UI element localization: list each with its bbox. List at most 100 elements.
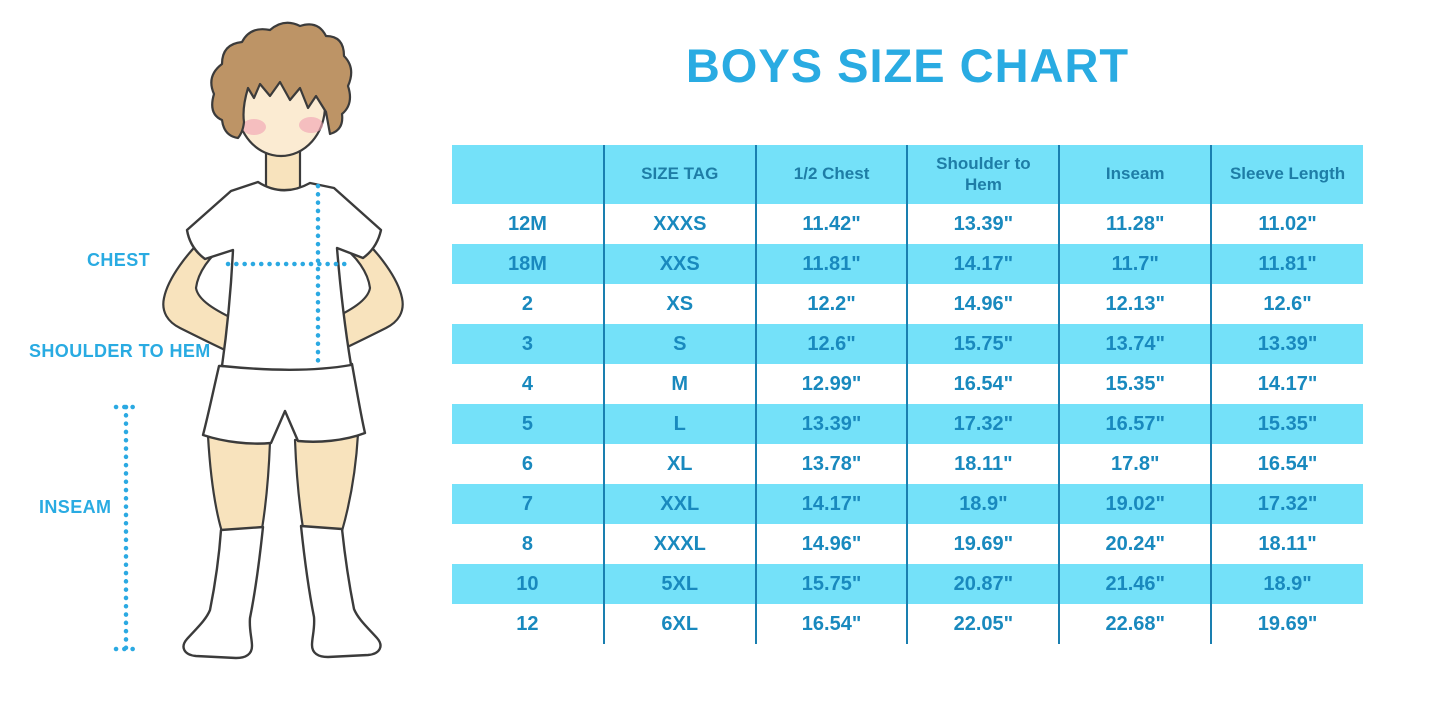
chest-label: CHEST bbox=[87, 250, 151, 270]
measurement-cell: 11.02" bbox=[1210, 204, 1363, 244]
col-header-inseam: Inseam bbox=[1058, 145, 1212, 204]
col-header-shoulder-to-hem: Shoulder to Hem bbox=[906, 145, 1060, 204]
boy-right-sock bbox=[299, 524, 382, 659]
blush-right bbox=[299, 117, 323, 133]
measurement-cell: XXS bbox=[602, 244, 756, 284]
measurement-cell: 12.6" bbox=[754, 324, 908, 364]
boy-illustration bbox=[113, 21, 404, 660]
size-cell: 12 bbox=[516, 612, 539, 635]
table-row: 8 XXXL 14.96" 19.69" 20.24" 18.11" bbox=[452, 524, 1363, 564]
measurement-cell: 17.32" bbox=[906, 404, 1060, 444]
table-row: 12 6XL 16.54" 22.05" 22.68" 19.69" bbox=[452, 604, 1363, 644]
table-row: 12M XXXS 11.42" 13.39" 11.28" 11.02" bbox=[452, 204, 1363, 244]
measurement-cell: 12.99" bbox=[754, 364, 908, 404]
measurement-cell: 6XL bbox=[602, 604, 756, 644]
table-row: 7 XXL 14.17" 18.9" 19.02" 17.32" bbox=[452, 484, 1363, 524]
col-header-sleeve-length: Sleeve Length bbox=[1210, 145, 1363, 204]
table-row: 18M XXS 11.81" 14.17" 11.7" 11.81" bbox=[452, 244, 1363, 284]
size-cell: 6 bbox=[521, 452, 533, 475]
measurement-cell: 14.17" bbox=[906, 244, 1060, 284]
table-row: 3 S 12.6" 15.75" 13.74" 13.39" bbox=[452, 324, 1363, 364]
measurement-cell: XXL bbox=[602, 484, 756, 524]
measurement-cell: 19.02" bbox=[1058, 484, 1212, 524]
measurement-cell: S bbox=[602, 324, 756, 364]
measurement-cell: 17.32" bbox=[1210, 484, 1363, 524]
measurement-cell: 13.39" bbox=[754, 404, 908, 444]
header-row: SIZE TAG 1/2 Chest Shoulder to Hem Insea… bbox=[452, 145, 1363, 204]
measurement-cell: 13.74" bbox=[1058, 324, 1212, 364]
measurement-cell: 13.78" bbox=[754, 444, 908, 484]
measurement-cell: 11.42" bbox=[754, 204, 908, 244]
measurement-cell: 15.75" bbox=[754, 564, 908, 604]
measurement-cell: 5XL bbox=[602, 564, 756, 604]
measurement-cell: 14.17" bbox=[1210, 364, 1363, 404]
boy-left-leg bbox=[206, 434, 272, 534]
measurement-cell: 12.13" bbox=[1058, 284, 1212, 324]
measurement-cell: 15.75" bbox=[906, 324, 1060, 364]
measurement-cell: 19.69" bbox=[906, 524, 1060, 564]
table-row: 2 XS 12.2" 14.96" 12.13" 12.6" bbox=[452, 284, 1363, 324]
measurement-cell: 12.6" bbox=[1210, 284, 1363, 324]
measurement-cell: 16.57" bbox=[1058, 404, 1212, 444]
measurement-cell: 15.35" bbox=[1058, 364, 1212, 404]
measurement-cell: 11.28" bbox=[1058, 204, 1212, 244]
size-cell: 8 bbox=[521, 532, 533, 555]
measurement-cell: 16.54" bbox=[906, 364, 1060, 404]
size-cell: 3 bbox=[521, 332, 533, 355]
measurement-cell: 11.7" bbox=[1058, 244, 1212, 284]
measurement-cell: 13.39" bbox=[906, 204, 1060, 244]
size-cell: 12M bbox=[507, 212, 547, 235]
measurement-cell: 11.81" bbox=[1210, 244, 1363, 284]
measurement-cell: 18.9" bbox=[1210, 564, 1363, 604]
shoulder-to-hem-label: SHOULDER TO HEM bbox=[29, 341, 211, 361]
measurement-cell: M bbox=[602, 364, 756, 404]
table-row: 5 L 13.39" 17.32" 16.57" 15.35" bbox=[452, 404, 1363, 444]
measurement-cell: XXXL bbox=[602, 524, 756, 564]
boy-left-sock bbox=[182, 525, 265, 660]
measurement-cell: 14.17" bbox=[754, 484, 908, 524]
measurement-cell: 16.54" bbox=[1210, 444, 1363, 484]
measurement-cell: 18.11" bbox=[906, 444, 1060, 484]
size-table: SIZE TAG 1/2 Chest Shoulder to Hem Insea… bbox=[452, 145, 1363, 644]
size-cell: 2 bbox=[521, 292, 533, 315]
table-row: 6 XL 13.78" 18.11" 17.8" 16.54" bbox=[452, 444, 1363, 484]
col-header-blank bbox=[452, 145, 604, 204]
boy-right-leg bbox=[293, 432, 360, 533]
measurement-figure: CHEST SHOULDER TO HEM INSEAM bbox=[0, 0, 452, 723]
size-table-body: 12M XXXS 11.42" 13.39" 11.28" 11.02" 18M XXS 11.… bbox=[452, 204, 1363, 644]
measurement-cell: 16.54" bbox=[754, 604, 908, 644]
measurement-cell: 11.81" bbox=[754, 244, 908, 284]
measurement-cell: 13.39" bbox=[1210, 324, 1363, 364]
measurement-cell: 14.96" bbox=[906, 284, 1060, 324]
measurement-cell: 21.46" bbox=[1058, 564, 1212, 604]
size-cell: 4 bbox=[521, 372, 533, 395]
measurement-cell: 15.35" bbox=[1210, 404, 1363, 444]
size-cell: 7 bbox=[521, 492, 533, 515]
col-header-half-chest: 1/2 Chest bbox=[754, 145, 908, 204]
measurement-cell: XL bbox=[602, 444, 756, 484]
boy-shirt bbox=[185, 180, 383, 371]
table-row: 4 M 12.99" 16.54" 15.35" 14.17" bbox=[452, 364, 1363, 404]
measurement-cell: 19.69" bbox=[1210, 604, 1363, 644]
table-row: 10 5XL 15.75" 20.87" 21.46" 18.9" bbox=[452, 564, 1363, 604]
boy-shorts bbox=[201, 362, 367, 445]
measurement-cell: 22.05" bbox=[906, 604, 1060, 644]
page-title: BOYS SIZE CHART bbox=[685, 39, 1130, 92]
size-cell: 10 bbox=[516, 572, 539, 595]
measurement-cell: XXXS bbox=[602, 204, 756, 244]
size-table-header: SIZE TAG 1/2 Chest Shoulder to Hem Insea… bbox=[452, 145, 1363, 204]
measurement-cell: 12.2" bbox=[754, 284, 908, 324]
measurement-cell: 18.9" bbox=[906, 484, 1060, 524]
size-cell: 18M bbox=[507, 252, 547, 275]
col-header-size-tag: SIZE TAG bbox=[602, 145, 756, 204]
size-table-container: SIZE TAG 1/2 Chest Shoulder to Hem Insea… bbox=[452, 145, 1363, 644]
measurement-cell: 18.11" bbox=[1210, 524, 1363, 564]
blush-left bbox=[242, 119, 266, 135]
measurement-cell: 20.87" bbox=[906, 564, 1060, 604]
measurement-cell: L bbox=[602, 404, 756, 444]
measurement-cell: 22.68" bbox=[1058, 604, 1212, 644]
measurement-cell: 20.24" bbox=[1058, 524, 1212, 564]
measurement-cell: 17.8" bbox=[1058, 444, 1212, 484]
size-cell: 5 bbox=[521, 412, 533, 435]
